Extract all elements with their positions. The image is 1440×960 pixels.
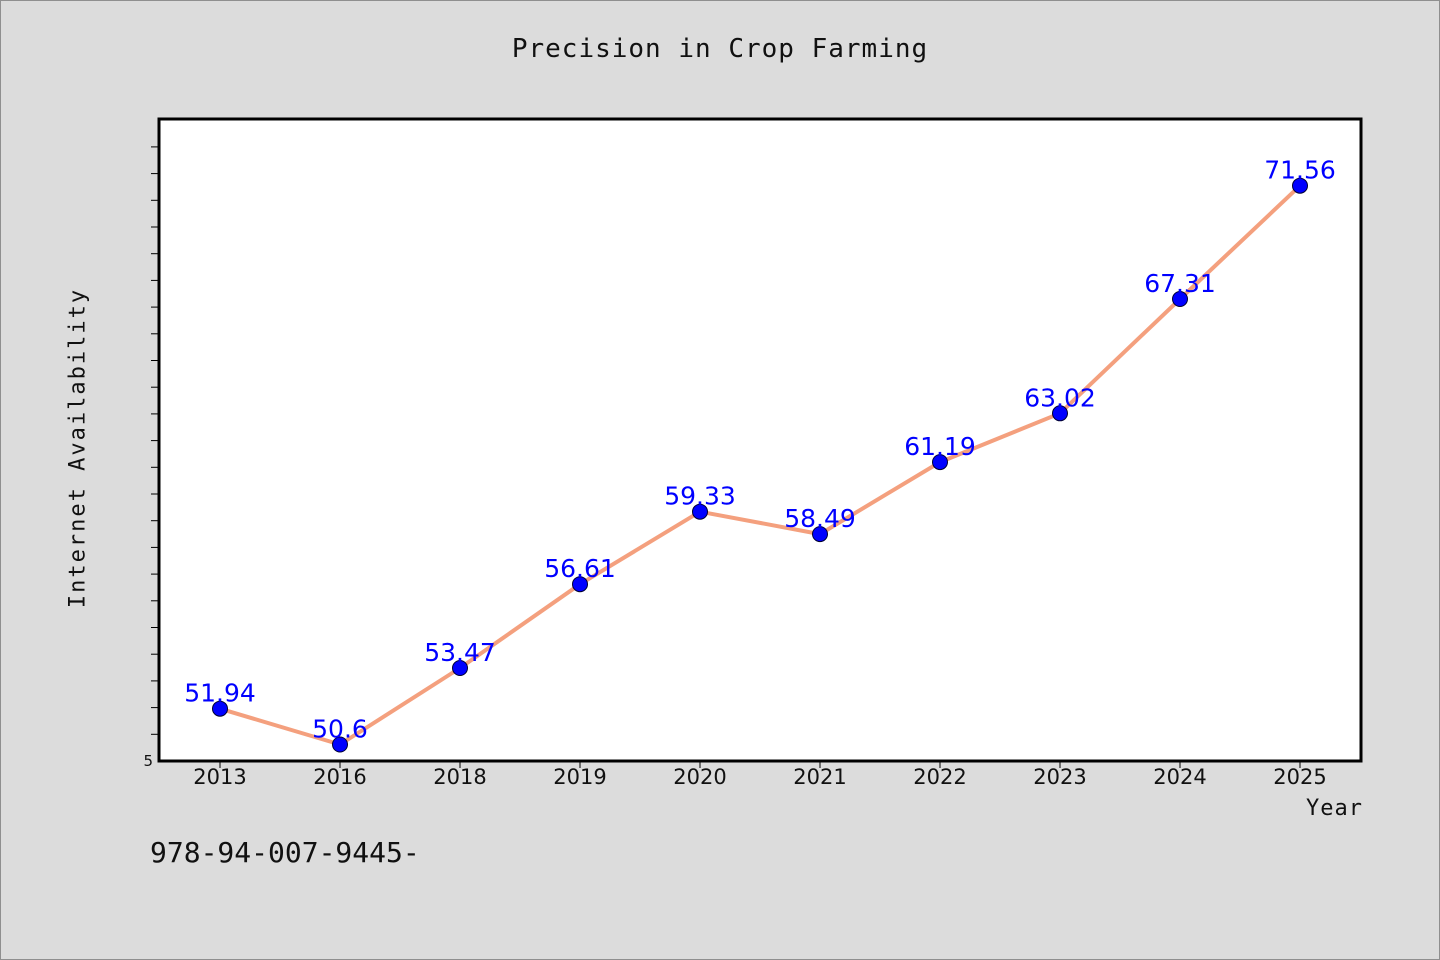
data-point: [452, 660, 468, 676]
x-tick-label: 2018: [433, 765, 486, 789]
x-tick-label: 2013: [193, 765, 246, 789]
data-point: [212, 700, 228, 717]
data-point: [812, 526, 828, 543]
data-point: [1172, 291, 1188, 307]
data-label: 63.02: [1024, 383, 1096, 412]
data-point: [332, 736, 348, 753]
x-axis-title: Year: [1306, 796, 1363, 821]
x-tick-label: 2019: [553, 765, 606, 789]
series-line: [218, 183, 1302, 747]
data-point: [572, 576, 588, 593]
data-label: 61.19: [904, 432, 976, 461]
plot-area: [157, 117, 1363, 763]
data-labels: 51.94 50.6 53.47 56.61 59.33 58.49 61.19 63.02 6…: [184, 156, 1336, 744]
data-label: 50.6: [312, 715, 368, 744]
footnote-text: 978-94-007-9445-: [150, 836, 420, 869]
x-tick-label: 2025: [1273, 765, 1326, 789]
data-label: 56.61: [544, 554, 616, 583]
data-label: 59.33: [664, 482, 736, 511]
data-label: 53.47: [424, 638, 496, 667]
data-label: 51.94: [184, 679, 256, 708]
x-tick-label: 2023: [1033, 765, 1086, 789]
data-point: [1292, 177, 1308, 194]
data-label: 67.31: [1144, 269, 1216, 298]
chart-title: Precision in Crop Farming: [511, 34, 929, 64]
y-axis-ticks: 5: [143, 146, 158, 770]
x-tick-label: 2024: [1153, 765, 1206, 789]
data-label: 71.56: [1264, 156, 1336, 185]
x-axis-ticks: 2013 2016 2018 2019 2020 2021 2022 2023 2024 2025: [193, 762, 1327, 789]
x-tick-label: 2021: [793, 765, 846, 789]
data-series: [212, 177, 1308, 753]
x-tick-label: 2022: [913, 765, 966, 789]
y-tick-label: 5: [143, 752, 153, 770]
data-label: 58.49: [784, 504, 856, 533]
x-tick-label: 2020: [673, 765, 726, 789]
data-point: [692, 503, 708, 520]
x-tick-label: 2016: [313, 765, 366, 789]
data-point: [1052, 405, 1068, 422]
data-point: [932, 454, 948, 471]
